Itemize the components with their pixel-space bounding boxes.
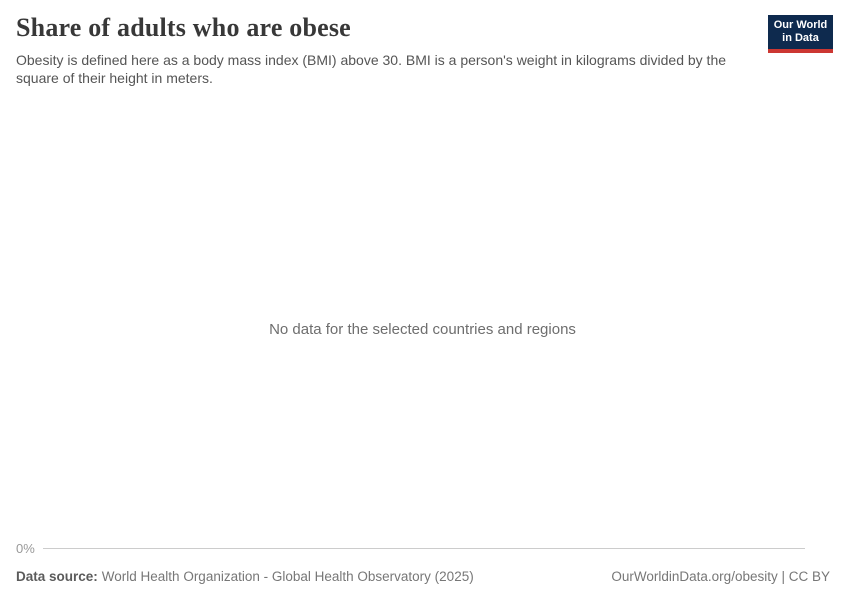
data-source-line: Data source: World Health Organization - … <box>16 568 474 585</box>
owid-logo-line1: Our World <box>773 19 828 31</box>
owid-logo[interactable]: Our World in Data <box>768 15 833 53</box>
chart-footer: Data source: World Health Organization - … <box>16 568 830 585</box>
x-axis: 0% <box>16 541 805 556</box>
chart-title: Share of adults who are obese <box>16 13 351 42</box>
chart-subtitle: Obesity is defined here as a body mass i… <box>16 52 727 86</box>
data-source-label: Data source: <box>16 569 98 584</box>
credit-separator: | <box>777 569 789 584</box>
credit-line: OurWorldinData.org/obesity | CC BY <box>611 568 830 585</box>
data-source-value: World Health Organization - Global Healt… <box>101 569 474 584</box>
axis-baseline <box>42 548 805 549</box>
y-axis-zero-tick-label: 0% <box>16 541 35 556</box>
owid-logo-line2: in Data <box>782 32 819 44</box>
owid-url-link[interactable]: OurWorldinData.org/obesity <box>611 569 778 584</box>
no-data-message: No data for the selected countries and r… <box>269 321 576 338</box>
license-link[interactable]: CC BY <box>788 569 830 584</box>
